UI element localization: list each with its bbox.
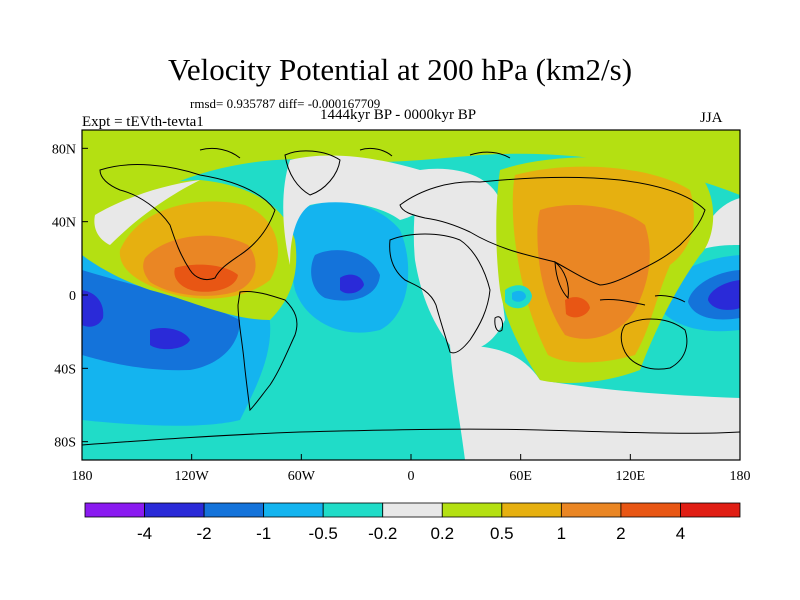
colorbar-swatch: [203, 502, 265, 518]
colorbar-label: -4: [137, 524, 152, 543]
plot-title: Velocity Potential at 200 hPa (km2/s): [167, 52, 633, 87]
coast-africa: [389, 233, 491, 354]
field-neg-pacific-inner: [82, 270, 240, 371]
y-tick-label: 80S: [54, 436, 76, 451]
colorbar-swatch: [501, 502, 562, 518]
colorbar: -4 -2 -1 -0.5 -0.2 0.2 0.5 1 2 4: [84, 502, 741, 543]
colorbar-swatch: [680, 502, 741, 518]
x-tick-label: 180: [730, 469, 751, 484]
field-pos-americas-core: [174, 264, 238, 292]
coast-south-america: [237, 291, 298, 412]
colorbar-swatch: [322, 502, 384, 518]
coastlines: [82, 147, 740, 446]
field-zero-band-africa: [413, 168, 505, 350]
colorbar-label: -2: [197, 524, 212, 543]
field-pos-north-band: [82, 130, 740, 225]
field-contours: [82, 130, 740, 460]
colorbar-label: 2: [616, 524, 625, 543]
y-tick-label: 0: [69, 289, 76, 304]
experiment-label: Expt = tEVth-tevta1: [82, 114, 204, 130]
colorbar-swatch: [84, 502, 145, 518]
colorbar-label: 4: [676, 524, 685, 543]
period-line: 1444kyr BP - 0000kyr BP: [320, 107, 477, 123]
coast-europe-asia: [399, 176, 706, 286]
colorbar-swatch: [263, 502, 324, 518]
x-tick-label: 120W: [175, 469, 210, 484]
field-zero-band-west: [94, 180, 200, 245]
x-tick-label: 60E: [509, 469, 532, 484]
colorbar-swatch: [144, 502, 205, 518]
coast-arctic-islands: [199, 147, 511, 159]
coast-australia: [620, 318, 688, 370]
field-neg-pacific-core: [150, 328, 190, 350]
field-zero-band-south: [450, 345, 740, 460]
season-label: JJA: [700, 110, 723, 126]
field-zero-band-atlantic: [283, 155, 429, 265]
coast-north-america: [99, 164, 276, 281]
stats-line: rmsd= 0.935787 diff= -0.000167709: [190, 96, 381, 111]
axis-ticks: 180 120W 60W 0 60E 120E 180 80N 40N 0 40S 80S: [52, 142, 751, 484]
y-tick-label: 40N: [52, 216, 76, 231]
colorbar-label: 0.2: [430, 524, 454, 543]
x-tick-label: 0: [408, 469, 415, 484]
y-tick-label: 40S: [54, 362, 76, 377]
x-tick-label: 60W: [288, 469, 316, 484]
coast-india: [554, 260, 569, 300]
coast-antarctica: [82, 428, 740, 446]
x-tick-label: 180: [72, 469, 93, 484]
field-neg-east-core: [708, 280, 740, 310]
coast-greenland: [284, 150, 341, 196]
field-neg-eastafrica-core: [512, 290, 526, 302]
colorbar-swatch: [441, 502, 503, 518]
field-neg-atlantic-core: [340, 274, 364, 294]
colorbar-label: -1: [256, 524, 271, 543]
colorbar-label: 0.5: [490, 524, 514, 543]
field-pos-asia-core: [565, 297, 590, 318]
coast-madagascar: [494, 316, 503, 332]
colorbar-swatch: [620, 502, 681, 518]
colorbar-swatch: [382, 502, 443, 518]
field-neg-west-core: [82, 290, 104, 327]
x-tick-label: 120E: [616, 469, 646, 484]
colorbar-label: 1: [557, 524, 566, 543]
colorbar-label: -0.2: [368, 524, 397, 543]
coast-indonesia: [599, 295, 686, 306]
colorbar-label: -0.5: [309, 524, 338, 543]
y-tick-label: 80N: [52, 142, 76, 157]
colorbar-swatch: [560, 502, 622, 518]
